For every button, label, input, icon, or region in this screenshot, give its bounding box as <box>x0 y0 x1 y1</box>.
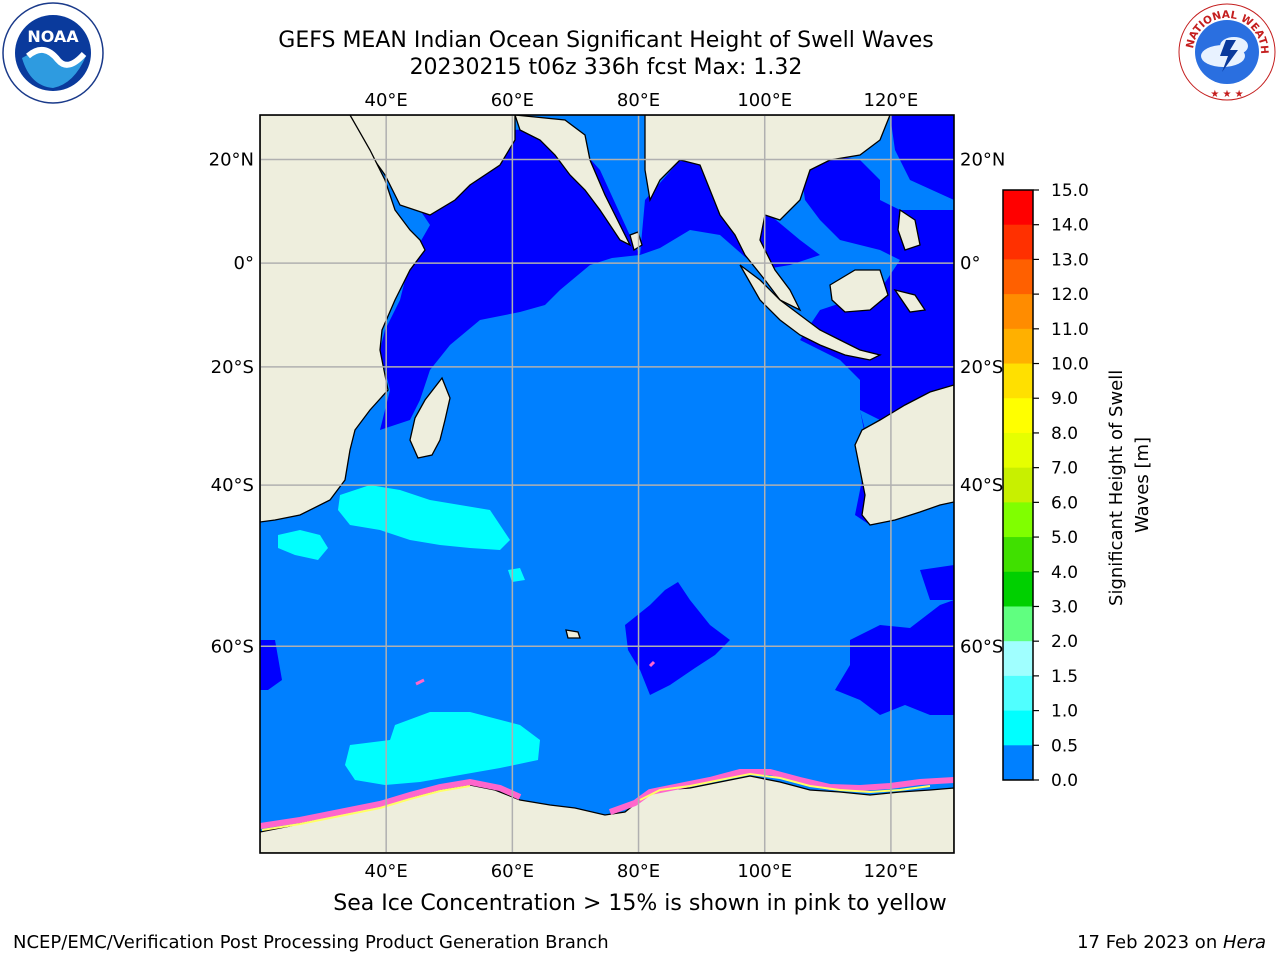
colorbar-label: Significant Height of Swell Waves [m] <box>1106 364 1153 606</box>
latitude-labels-right: 20°N 0° 20°S 40°S 60°S <box>960 150 1005 658</box>
lon-tick-label: 100°E <box>737 861 792 882</box>
colorbar-tick-label: 5.0 <box>1051 528 1078 548</box>
colorbar-tick-label: 0.5 <box>1051 736 1078 756</box>
lat-tick-label: 20°S <box>211 357 254 378</box>
sea-ice-note: Sea Ice Concentration > 15% is shown in … <box>333 891 947 916</box>
date-stamp-host: Hera <box>1222 932 1266 953</box>
colorbar-tick-label: 2.0 <box>1051 632 1078 652</box>
noaa-logo-text: NOAA <box>27 27 79 46</box>
colorbar-segment <box>1003 710 1033 746</box>
lat-tick-label: 20°N <box>960 150 1005 171</box>
longitude-labels-bottom: 40°E 60°E 80°E 100°E 120°E <box>365 861 919 882</box>
colorbar-tick-label: 11.0 <box>1051 320 1089 340</box>
svg-text:★ ★ ★: ★ ★ ★ <box>1210 89 1243 100</box>
date-stamp: 17 Feb 2023 on Hera <box>1077 932 1266 953</box>
lon-tick-label: 40°E <box>365 90 408 111</box>
lat-tick-label: 20°S <box>960 357 1003 378</box>
colorbar-tick-label: 3.0 <box>1051 597 1078 617</box>
high-swell-regions <box>278 485 540 785</box>
colorbar-segment <box>1003 328 1033 365</box>
longitude-labels-top: 40°E 60°E 80°E 100°E 120°E <box>365 90 919 111</box>
colorbar-tick-label: 10.0 <box>1051 355 1089 375</box>
colorbar-segment <box>1003 467 1033 503</box>
colorbar-tick-label: 13.0 <box>1051 250 1089 270</box>
noaa-logo: NOAA <box>2 2 104 104</box>
colorbar-segment <box>1003 398 1033 434</box>
colorbar-frame <box>1002 189 1034 781</box>
lon-tick-label: 60°E <box>491 861 534 882</box>
colorbar-tick-label: 4.0 <box>1051 563 1078 583</box>
colorbar-segment <box>1003 537 1033 573</box>
lon-tick-label: 80°E <box>617 861 660 882</box>
colorbar-tick-label: 15.0 <box>1051 181 1089 201</box>
colorbar-segment <box>1003 745 1033 781</box>
lon-tick-label: 120°E <box>864 861 919 882</box>
colorbar-tick-label: 14.0 <box>1051 216 1089 236</box>
colorbar-tick-label: 12.0 <box>1051 285 1089 305</box>
colorbar-tick-label: 1.0 <box>1051 702 1078 722</box>
colorbar-label-line2: Waves [m] <box>1132 437 1153 533</box>
lon-tick-label: 100°E <box>737 90 792 111</box>
latitude-labels-left: 20°N 0° 20°S 40°S 60°S <box>209 150 254 658</box>
colorbar-segment <box>1003 571 1033 607</box>
colorbar-segment <box>1003 363 1033 399</box>
lon-tick-label: 120°E <box>864 90 919 111</box>
colorbar-segment <box>1003 606 1033 642</box>
colorbar-segment <box>1003 502 1033 538</box>
nws-logo: NATIONAL WEATHER SERVICE ★ ★ ★ <box>1176 2 1276 101</box>
lon-tick-label: 80°E <box>617 90 660 111</box>
colorbar-segment <box>1003 675 1033 712</box>
credit-text: NCEP/EMC/Verification Post Processing Pr… <box>13 932 609 953</box>
colorbar-segment <box>1003 190 1033 226</box>
lat-tick-label: 40°S <box>211 475 254 496</box>
lat-tick-label: 60°S <box>211 636 254 657</box>
colorbar-segment <box>1003 294 1033 330</box>
colorbar-tick-label: 6.0 <box>1051 493 1078 513</box>
map-frame <box>259 114 955 854</box>
colorbar-tick-label: 8.0 <box>1051 424 1078 444</box>
sea-ice-edge <box>260 660 954 831</box>
colorbar: 15.0 14.0 13.0 12.0 11.0 10.0 9.0 8.0 7.0 6.0 5.0 4… <box>1002 181 1089 791</box>
colorbar-tick-label: 1.5 <box>1051 667 1078 687</box>
lat-tick-label: 40°S <box>960 475 1003 496</box>
map-subtitle: 20230215 t06z 336h fcst Max: 1.32 <box>409 55 803 80</box>
colorbar-segment <box>1003 432 1033 469</box>
lat-tick-label: 20°N <box>209 150 254 171</box>
graticule <box>260 115 954 853</box>
land-masses <box>260 115 954 853</box>
colorbar-segment <box>1003 224 1033 260</box>
colorbar-label-line1: Significant Height of Swell <box>1106 370 1127 606</box>
colorbar-tick-label: 7.0 <box>1051 459 1078 479</box>
lat-tick-label: 0° <box>234 253 254 274</box>
lon-tick-label: 40°E <box>365 861 408 882</box>
date-stamp-prefix: 17 Feb 2023 on <box>1077 932 1223 953</box>
map-title: GEFS MEAN Indian Ocean Significant Heigh… <box>278 28 934 53</box>
lat-tick-label: 60°S <box>960 636 1003 657</box>
lat-tick-label: 0° <box>960 253 980 274</box>
colorbar-segment <box>1003 641 1033 677</box>
lon-tick-label: 60°E <box>491 90 534 111</box>
colorbar-segment <box>1003 259 1033 295</box>
colorbar-tick-label: 0.0 <box>1051 771 1078 791</box>
colorbar-tick-label: 9.0 <box>1051 389 1078 409</box>
